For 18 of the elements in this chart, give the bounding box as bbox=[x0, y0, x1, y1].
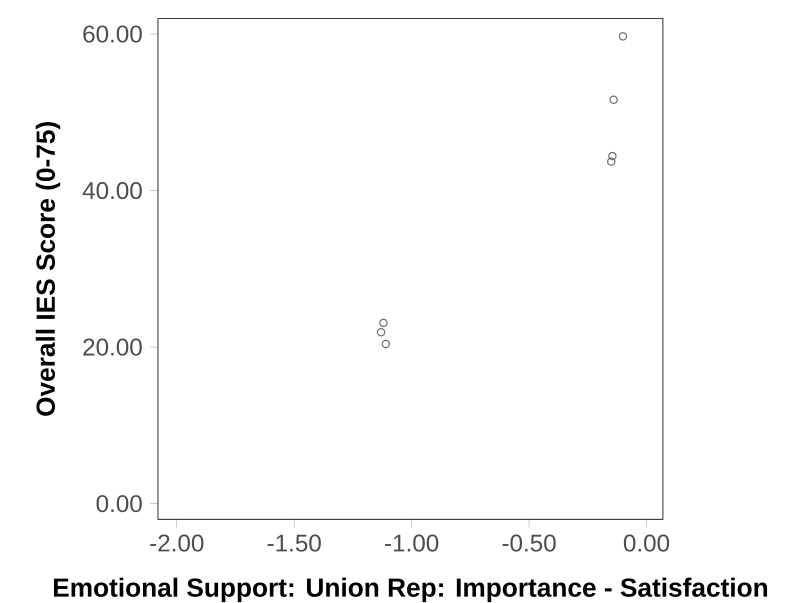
x-tick-label: -1.00 bbox=[385, 534, 438, 552]
point bbox=[607, 157, 616, 166]
point bbox=[609, 95, 618, 104]
point bbox=[379, 318, 388, 328]
y-tick-label: 0.00 bbox=[96, 495, 142, 512]
x-tick-label: -2.00 bbox=[150, 534, 204, 552]
point bbox=[608, 152, 617, 160]
point bbox=[382, 340, 390, 348]
x-tick-label: 0.00 bbox=[624, 534, 670, 552]
y-axis-title: Overall IES Score (0-75) bbox=[36, 122, 60, 416]
y-tick-label: 20.00 bbox=[83, 338, 142, 356]
point bbox=[376, 328, 386, 336]
x-tick-label: -1.50 bbox=[268, 534, 321, 552]
x-tick-label: -0.50 bbox=[502, 534, 556, 552]
point bbox=[618, 32, 628, 41]
y-tick-label: 40.00 bbox=[82, 182, 142, 200]
y-tick-label: 60.00 bbox=[83, 25, 142, 43]
x-axis-title: Emotional Support: Union Rep: Importance - Satisfaction bbox=[54, 578, 768, 602]
